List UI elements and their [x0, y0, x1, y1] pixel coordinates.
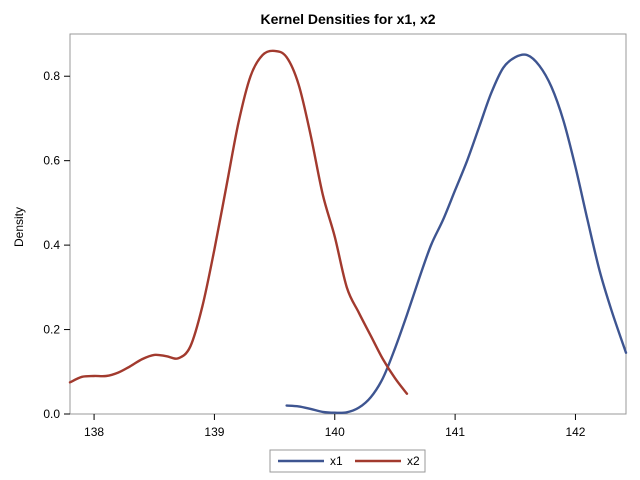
- x-tick-label: 142: [565, 425, 585, 439]
- x-tick-label: 139: [204, 425, 224, 439]
- series-line-x2: [68, 49, 409, 395]
- x-tick-label: 138: [84, 425, 104, 439]
- series-line-x1: [285, 53, 628, 415]
- legend: x1 x2: [269, 449, 426, 473]
- legend-label-x2: x2: [407, 454, 420, 468]
- y-axis-ticks: 0.0 0.2 0.4 0.6 0.8: [43, 69, 70, 421]
- series-lines: [68, 49, 628, 415]
- x-axis-ticks: 138 139 140 141 142: [84, 414, 586, 439]
- y-tick-label: 0.6: [43, 154, 60, 168]
- y-tick-label: 0.2: [43, 323, 60, 337]
- y-tick-label: 0.4: [43, 238, 60, 252]
- legend-label-x1: x1: [330, 454, 343, 468]
- x-tick-label: 140: [325, 425, 345, 439]
- y-tick-label: 0.0: [43, 407, 60, 421]
- x-tick-label: 141: [445, 425, 465, 439]
- plot-area-frame: [69, 33, 627, 415]
- legend-box: [269, 449, 426, 473]
- y-tick-label: 0.8: [43, 69, 60, 83]
- y-axis-label: Density: [12, 207, 26, 247]
- chart-title: Kernel Densities for x1, x2: [260, 11, 435, 27]
